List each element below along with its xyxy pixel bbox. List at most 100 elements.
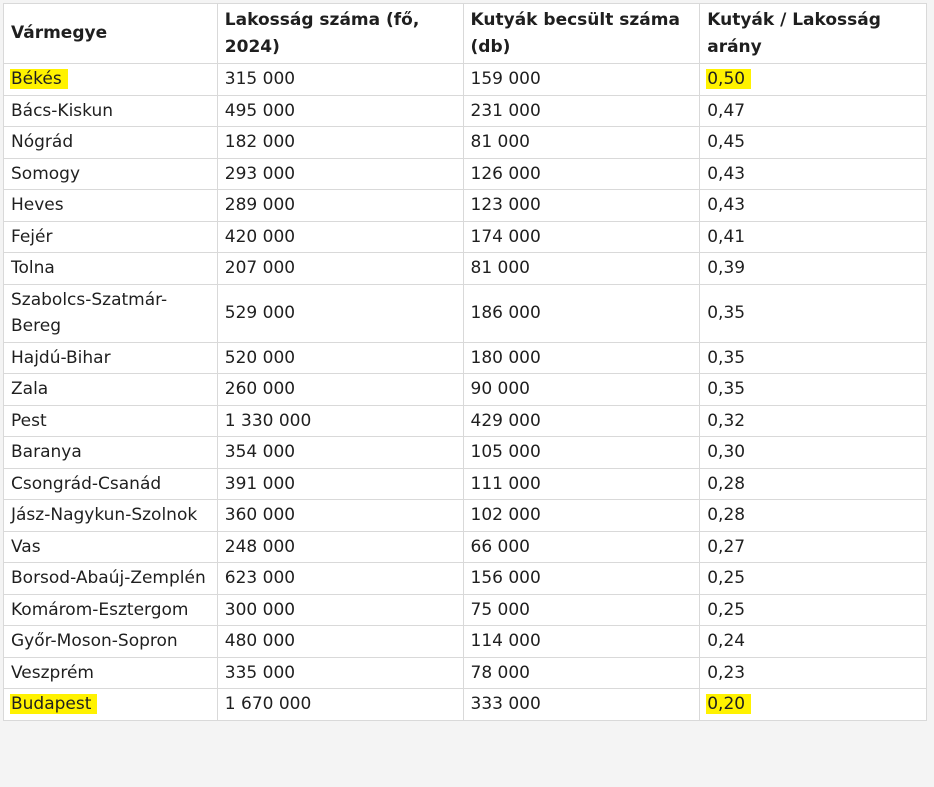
table-cell: 0,24	[699, 625, 927, 658]
table-cell: Somogy	[3, 157, 218, 190]
table-row: Hajdú-Bihar 520 000 180 000 0,35	[3, 341, 927, 374]
table-cell: Budapest	[3, 688, 218, 721]
table-cell: 180 000	[462, 341, 701, 374]
table-cell: 391 000	[216, 467, 464, 500]
table-cell: 0,25	[699, 562, 927, 595]
table-cell: 156 000	[462, 562, 701, 595]
table-cell: 300 000	[216, 593, 464, 626]
table-row: Somogy 293 000 126 000 0,43	[3, 157, 927, 190]
table-cell: 66 000	[462, 530, 701, 563]
header-cell: Lakosság száma (fő, 2024)	[216, 3, 464, 64]
highlighted-text: 0,20	[706, 694, 752, 714]
table-cell: Szabolcs-Szatmár-Bereg	[3, 283, 218, 343]
header-cell: Kutyák / Lakosság arány	[699, 3, 927, 64]
table-row: Veszprém 335 000 78 000 0,23	[3, 656, 927, 689]
table-cell: Csongrád-Csanád	[3, 467, 218, 500]
table-row: Jász-Nagykun-Szolnok 360 000 102 000 0,28	[3, 499, 927, 532]
table-cell: 0,47	[699, 94, 927, 127]
header-cell: Kutyák becsült száma (db)	[462, 3, 701, 64]
table-cell: Tolna	[3, 252, 218, 285]
table-row: Nógrád 182 000 81 000 0,45	[3, 126, 927, 159]
table-cell: 207 000	[216, 252, 464, 285]
highlighted-text: Békés	[10, 69, 68, 89]
table-cell: 0,45	[699, 126, 927, 159]
table-cell: 529 000	[216, 283, 464, 343]
table-cell: Békés	[3, 63, 218, 96]
table-cell: 111 000	[462, 467, 701, 500]
table-cell: 182 000	[216, 126, 464, 159]
table-cell: 0,28	[699, 499, 927, 532]
table-cell: Bács-Kiskun	[3, 94, 218, 127]
table-cell: 1 330 000	[216, 404, 464, 437]
table-cell: 186 000	[462, 283, 701, 343]
table-cell: 315 000	[216, 63, 464, 96]
table-row: Szabolcs-Szatmár-Bereg 529 000 186 000 0,35	[3, 283, 927, 343]
table-cell: Baranya	[3, 436, 218, 469]
table-cell: 81 000	[462, 252, 701, 285]
table-cell: 289 000	[216, 189, 464, 222]
table-cell: Veszprém	[3, 656, 218, 689]
table-cell: 0,41	[699, 220, 927, 253]
table-cell: 248 000	[216, 530, 464, 563]
table-cell: Pest	[3, 404, 218, 437]
table-cell: 0,35	[699, 283, 927, 343]
table-cell: 0,32	[699, 404, 927, 437]
table-cell: 0,43	[699, 157, 927, 190]
table-cell: 0,39	[699, 252, 927, 285]
table-cell: Heves	[3, 189, 218, 222]
table-cell: Vas	[3, 530, 218, 563]
table-row: Bács-Kiskun 495 000 231 000 0,47	[3, 94, 927, 127]
table-cell: 231 000	[462, 94, 701, 127]
table-cell: 335 000	[216, 656, 464, 689]
table-cell: Fejér	[3, 220, 218, 253]
table-cell: 75 000	[462, 593, 701, 626]
table-cell: 480 000	[216, 625, 464, 658]
table-row: Győr-Moson-Sopron 480 000 114 000 0,24	[3, 625, 927, 658]
table-cell: 429 000	[462, 404, 701, 437]
table-cell: Komárom-Esztergom	[3, 593, 218, 626]
table-cell: 0,23	[699, 656, 927, 689]
highlighted-text: Budapest	[10, 694, 98, 714]
table-cell: 0,35	[699, 373, 927, 406]
table-cell: 0,50	[699, 63, 927, 96]
table-cell: 0,20	[699, 688, 927, 721]
table-row: Vas 248 000 66 000 0,27	[3, 530, 927, 563]
table-row: Heves 289 000 123 000 0,43	[3, 189, 927, 222]
table-row: Budapest 1 670 000 333 000 0,20	[3, 688, 927, 721]
table-cell: 354 000	[216, 436, 464, 469]
table-cell: Győr-Moson-Sopron	[3, 625, 218, 658]
table-cell: 126 000	[462, 157, 701, 190]
table-row: Borsod-Abaúj-Zemplén 623 000 156 000 0,25	[3, 562, 927, 595]
table-cell: 520 000	[216, 341, 464, 374]
table-cell: 174 000	[462, 220, 701, 253]
table-cell: 0,27	[699, 530, 927, 563]
table-cell: 0,43	[699, 189, 927, 222]
table-cell: 159 000	[462, 63, 701, 96]
table-cell: 333 000	[462, 688, 701, 721]
table-row: Csongrád-Csanád 391 000 111 000 0,28	[3, 467, 927, 500]
table-cell: 0,35	[699, 341, 927, 374]
table-row: Békés 315 000 159 000 0,50	[3, 63, 927, 96]
table-cell: 0,28	[699, 467, 927, 500]
table-body: Békés 315 000 159 000 0,50 Bács-Kiskun 495 00…	[3, 63, 927, 721]
table-row: Pest 1 330 000 429 000 0,32	[3, 404, 927, 437]
table-cell: 495 000	[216, 94, 464, 127]
table-cell: 1 670 000	[216, 688, 464, 721]
header-row: Vármegye Lakosság száma (fő, 2024) Kutyák …	[3, 3, 927, 64]
table-cell: 105 000	[462, 436, 701, 469]
table-cell: 360 000	[216, 499, 464, 532]
table-cell: 78 000	[462, 656, 701, 689]
table-cell: 123 000	[462, 189, 701, 222]
table-row: Fejér 420 000 174 000 0,41	[3, 220, 927, 253]
table-row: Zala 260 000 90 000 0,35	[3, 373, 927, 406]
table-cell: 623 000	[216, 562, 464, 595]
table-cell: 420 000	[216, 220, 464, 253]
table-cell: 260 000	[216, 373, 464, 406]
table-cell: Nógrád	[3, 126, 218, 159]
table-row: Komárom-Esztergom 300 000 75 000 0,25	[3, 593, 927, 626]
highlighted-text: 0,50	[706, 69, 752, 89]
table-cell: 81 000	[462, 126, 701, 159]
table-cell: 293 000	[216, 157, 464, 190]
table-cell: 114 000	[462, 625, 701, 658]
